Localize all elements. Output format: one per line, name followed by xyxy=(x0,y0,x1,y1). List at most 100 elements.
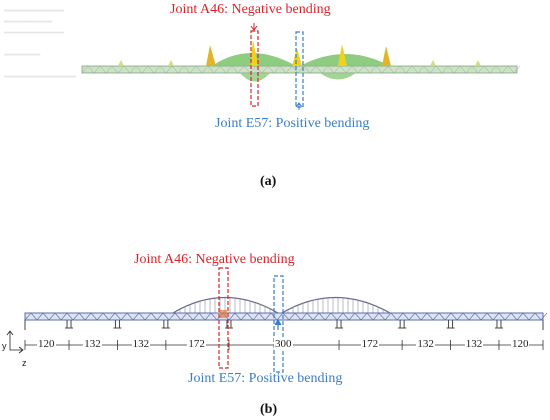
lacing-member xyxy=(381,65,389,74)
lacing-member xyxy=(360,312,368,321)
lacing-member xyxy=(444,312,452,321)
lacing-member xyxy=(447,65,455,74)
lacing-member xyxy=(294,312,302,321)
lacing-member xyxy=(363,65,371,74)
lacing-member xyxy=(123,65,131,74)
lacing-member xyxy=(318,312,326,321)
lacing-member xyxy=(84,312,92,321)
lacing-member xyxy=(300,312,308,321)
lacing-member xyxy=(96,312,104,321)
lacing-member xyxy=(228,312,236,321)
arch-right xyxy=(281,297,391,314)
lacing-member xyxy=(366,312,374,321)
lacing-member xyxy=(528,312,536,321)
lacing-member xyxy=(264,312,272,321)
span-length-label: 132 xyxy=(83,338,102,350)
positive-arrow-a xyxy=(295,102,303,110)
lacing-member xyxy=(144,312,152,321)
lacing-member xyxy=(459,65,467,74)
lacing-member xyxy=(282,312,290,321)
lacing-member xyxy=(348,312,356,321)
span-length-label: 120 xyxy=(37,338,56,350)
lacing-member xyxy=(456,312,464,321)
lacing-member xyxy=(135,65,143,74)
lacing-member xyxy=(345,65,353,74)
lacing-member xyxy=(321,65,329,74)
lacing-member xyxy=(279,65,287,74)
lacing-member xyxy=(54,312,62,321)
negative-joint-box-b xyxy=(218,267,229,369)
lacing-member xyxy=(261,65,269,74)
moment-peak-mid2 xyxy=(292,48,302,66)
axis-z-label: z xyxy=(22,358,27,368)
lacing-member xyxy=(156,312,164,321)
lacing-member xyxy=(354,312,362,321)
lacing-member xyxy=(285,65,293,74)
lacing-member xyxy=(468,312,476,321)
lacing-member xyxy=(372,312,380,321)
axis-marker xyxy=(6,330,24,354)
lacing-member xyxy=(450,312,458,321)
moment-below-left xyxy=(240,73,270,82)
moment-peak-right2 xyxy=(382,46,391,66)
lacing-member xyxy=(471,65,479,74)
axis-y-label: y xyxy=(2,341,7,351)
lacing-member xyxy=(423,65,431,74)
lacing-member xyxy=(501,65,509,74)
lacing-member xyxy=(402,312,410,321)
lacing-member xyxy=(165,65,173,74)
lacing-member xyxy=(453,65,461,74)
lacing-member xyxy=(138,312,146,321)
lacing-member xyxy=(351,65,359,74)
lacing-member xyxy=(399,65,407,74)
lacing-member xyxy=(252,312,260,321)
lacing-member xyxy=(393,65,401,74)
lacing-member xyxy=(111,65,119,74)
lacing-member xyxy=(273,65,281,74)
lacing-member xyxy=(387,65,395,74)
lacing-member xyxy=(114,312,122,321)
lacing-member xyxy=(429,65,437,74)
lacing-member xyxy=(213,65,221,74)
lacing-member xyxy=(177,65,185,74)
lacing-member xyxy=(120,312,128,321)
faint-background-text: ━━━━━━━━━━ ━━━━━━━━ ━━━━━━━━━━ ━━━━━━ ━━━━━━… xyxy=(4,6,77,83)
lacing-member xyxy=(441,65,449,74)
lacing-member xyxy=(180,312,188,321)
lacing-member xyxy=(132,312,140,321)
span-length-label: 132 xyxy=(416,338,435,350)
lacing-member xyxy=(198,312,206,321)
lacing-member xyxy=(246,312,254,321)
panel-a-model xyxy=(81,23,521,110)
lacing-member xyxy=(369,65,377,74)
moment-below-right xyxy=(320,73,356,80)
lacing-member xyxy=(174,312,182,321)
lacing-member xyxy=(207,65,215,74)
lacing-member xyxy=(243,65,251,74)
moment-peak-mid xyxy=(250,40,258,66)
lacing-member xyxy=(483,65,491,74)
lacing-member xyxy=(102,312,110,321)
lacing-member xyxy=(219,65,227,74)
lacing-member xyxy=(489,65,497,74)
lacing-member xyxy=(186,312,194,321)
lacing-member xyxy=(36,312,44,321)
panel-a-label: (a) xyxy=(260,174,277,189)
lacing-member xyxy=(171,65,179,74)
moment-small-1 xyxy=(118,60,124,66)
lacing-member xyxy=(330,312,338,321)
lacing-member xyxy=(426,312,434,321)
lacing-member xyxy=(126,312,134,321)
lacing-member xyxy=(306,312,314,321)
lacing-member xyxy=(312,312,320,321)
lacing-member xyxy=(210,312,218,321)
lacing-member xyxy=(534,312,542,321)
lacing-member xyxy=(336,312,344,321)
lacing-member xyxy=(204,312,212,321)
lacing-member xyxy=(513,65,521,74)
lacing-member xyxy=(225,65,233,74)
lacing-member xyxy=(498,312,506,321)
lacing-member xyxy=(231,65,239,74)
piers xyxy=(24,320,544,330)
lacing-member xyxy=(327,65,335,74)
